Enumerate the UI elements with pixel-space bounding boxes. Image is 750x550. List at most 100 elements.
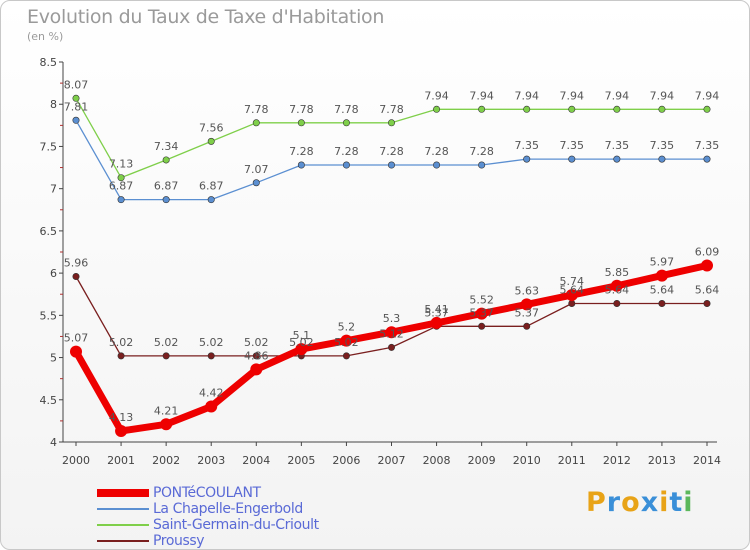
x-tick-label: 2004 xyxy=(242,454,270,467)
x-tick-label: 2014 xyxy=(693,454,721,467)
data-point xyxy=(297,161,305,169)
x-tick-label: 2007 xyxy=(378,454,406,467)
x-tick-label: 2005 xyxy=(287,454,315,467)
data-point xyxy=(568,155,576,163)
data-label: 7.35 xyxy=(514,139,539,152)
data-label: 5.12 xyxy=(379,327,404,340)
data-label: 7.28 xyxy=(424,145,449,158)
data-label: 7.34 xyxy=(154,140,179,153)
data-label: 7.94 xyxy=(469,89,494,102)
data-point xyxy=(520,298,533,311)
data-label: 7.35 xyxy=(695,139,720,152)
data-point xyxy=(115,425,128,438)
data-point xyxy=(613,105,621,113)
data-label: 5.63 xyxy=(514,284,539,297)
data-point xyxy=(565,289,578,302)
data-label: 7.07 xyxy=(244,163,269,176)
data-label: 4.42 xyxy=(199,387,224,400)
data-label: 7.28 xyxy=(469,145,494,158)
data-label: 4.21 xyxy=(154,404,179,417)
x-tick-label: 2012 xyxy=(603,454,631,467)
logo-letter: x xyxy=(640,487,660,518)
data-point xyxy=(207,196,215,204)
data-label: 7.56 xyxy=(199,121,224,134)
logo-letter: i xyxy=(659,487,670,518)
legend-label: La Chapelle-Engerbold xyxy=(153,501,303,517)
data-label: 4.13 xyxy=(109,411,134,424)
data-point xyxy=(613,155,621,163)
y-tick-label: 6 xyxy=(50,267,57,280)
data-point xyxy=(205,400,218,413)
data-point xyxy=(160,418,173,431)
legend-swatch xyxy=(97,508,149,510)
data-point xyxy=(117,174,125,182)
data-point xyxy=(703,300,711,308)
data-point xyxy=(658,105,666,113)
data-label: 5.64 xyxy=(605,284,630,297)
data-point xyxy=(72,94,80,102)
logo-letter: i xyxy=(683,487,694,518)
data-label: 5.64 xyxy=(650,284,675,297)
legend-swatch xyxy=(97,524,149,526)
data-label: 6.87 xyxy=(154,180,179,193)
data-label: 7.81 xyxy=(64,100,89,113)
y-tick-label: 7 xyxy=(50,183,57,196)
data-point xyxy=(433,105,441,113)
data-label: 6.09 xyxy=(695,246,720,259)
data-label: 7.78 xyxy=(379,103,404,116)
data-label: 5.64 xyxy=(695,284,720,297)
data-label: 8.07 xyxy=(64,78,89,91)
logo-letter: o xyxy=(621,487,641,518)
data-point xyxy=(342,119,350,127)
data-label: 5.37 xyxy=(514,306,539,319)
data-label: 6.87 xyxy=(109,180,134,193)
data-point xyxy=(342,161,350,169)
y-tick-label: 7.5 xyxy=(40,140,58,153)
data-point xyxy=(297,119,305,127)
data-point xyxy=(478,161,486,169)
data-label: 7.35 xyxy=(605,139,630,152)
data-point xyxy=(610,279,623,292)
data-point xyxy=(70,345,82,358)
logo-letter: t xyxy=(669,487,684,518)
data-label: 7.94 xyxy=(695,89,720,102)
data-point xyxy=(162,156,170,164)
data-label: 5.74 xyxy=(560,275,585,288)
data-label: 5.02 xyxy=(334,336,359,349)
data-label: 7.94 xyxy=(424,89,449,102)
data-label: 5.37 xyxy=(424,306,449,319)
y-tick-label: 8 xyxy=(50,98,57,111)
logo-letter: P xyxy=(586,487,607,518)
data-label: 7.78 xyxy=(244,103,269,116)
x-tick-label: 2006 xyxy=(332,454,360,467)
data-label: 7.28 xyxy=(334,145,359,158)
data-label: 5.85 xyxy=(605,266,630,279)
data-point xyxy=(340,334,353,347)
data-label: 5.02 xyxy=(154,336,179,349)
data-label: 5.37 xyxy=(469,306,494,319)
data-label: 7.94 xyxy=(650,89,675,102)
data-point xyxy=(162,352,170,360)
data-point xyxy=(295,343,308,356)
data-label: 7.28 xyxy=(289,145,314,158)
y-tick-label: 5.5 xyxy=(40,309,58,322)
y-tick-label: 6.5 xyxy=(40,225,58,238)
data-label: 5.97 xyxy=(650,256,675,269)
data-point xyxy=(117,196,125,204)
x-tick-label: 2008 xyxy=(423,454,451,467)
x-tick-label: 2010 xyxy=(513,454,541,467)
proxiti-logo: Proxiti xyxy=(586,487,694,518)
y-tick-label: 5 xyxy=(50,352,57,365)
data-point xyxy=(387,343,395,351)
data-label: 5.1 xyxy=(293,329,311,342)
data-label: 7.94 xyxy=(560,89,585,102)
chart-title: Evolution du Taux de Taxe d'Habitation xyxy=(27,6,385,28)
data-label: 5.64 xyxy=(560,284,585,297)
data-point xyxy=(478,105,486,113)
data-point xyxy=(207,352,215,360)
logo-letter: r xyxy=(606,487,622,518)
data-point xyxy=(117,352,125,360)
data-label: 7.78 xyxy=(289,103,314,116)
data-label: 7.78 xyxy=(334,103,359,116)
